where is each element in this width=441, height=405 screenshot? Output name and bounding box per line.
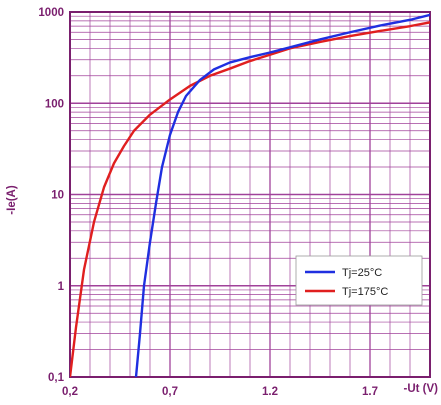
tick-label-layer: 0,2 0,7 1.2 1.7 0,1 1 10 100 1000 (38, 7, 378, 398)
series-line-tj-175-c (70, 21, 430, 377)
x-tick-label: 0,7 (162, 386, 178, 398)
series-line-tj-25-c (134, 13, 430, 377)
y-tick-label: 1000 (38, 7, 64, 19)
legend: Tj=25°C Tj=175°C (295, 255, 423, 306)
series-layer (70, 13, 430, 377)
y-tick-label: 1 (58, 281, 65, 293)
y-tick-label: 10 (51, 190, 64, 202)
x-tick-label: 1.2 (262, 386, 278, 398)
legend-label-tj25: Tj=25°C (342, 267, 382, 279)
plot-frame (69, 11, 431, 378)
x-tick-label: 1.7 (362, 386, 378, 398)
y-tick-label: 0,1 (48, 372, 65, 384)
x-axis-label: -Ut (V) (404, 383, 439, 395)
x-tick-label: 0,2 (62, 386, 78, 398)
y-axis-label: -Ie(A) (6, 185, 18, 215)
legend-box (295, 255, 423, 306)
legend-label-tj175: Tj=175°C (342, 286, 388, 298)
y-tick-label: 100 (45, 98, 64, 110)
grid-layer (69, 11, 431, 378)
